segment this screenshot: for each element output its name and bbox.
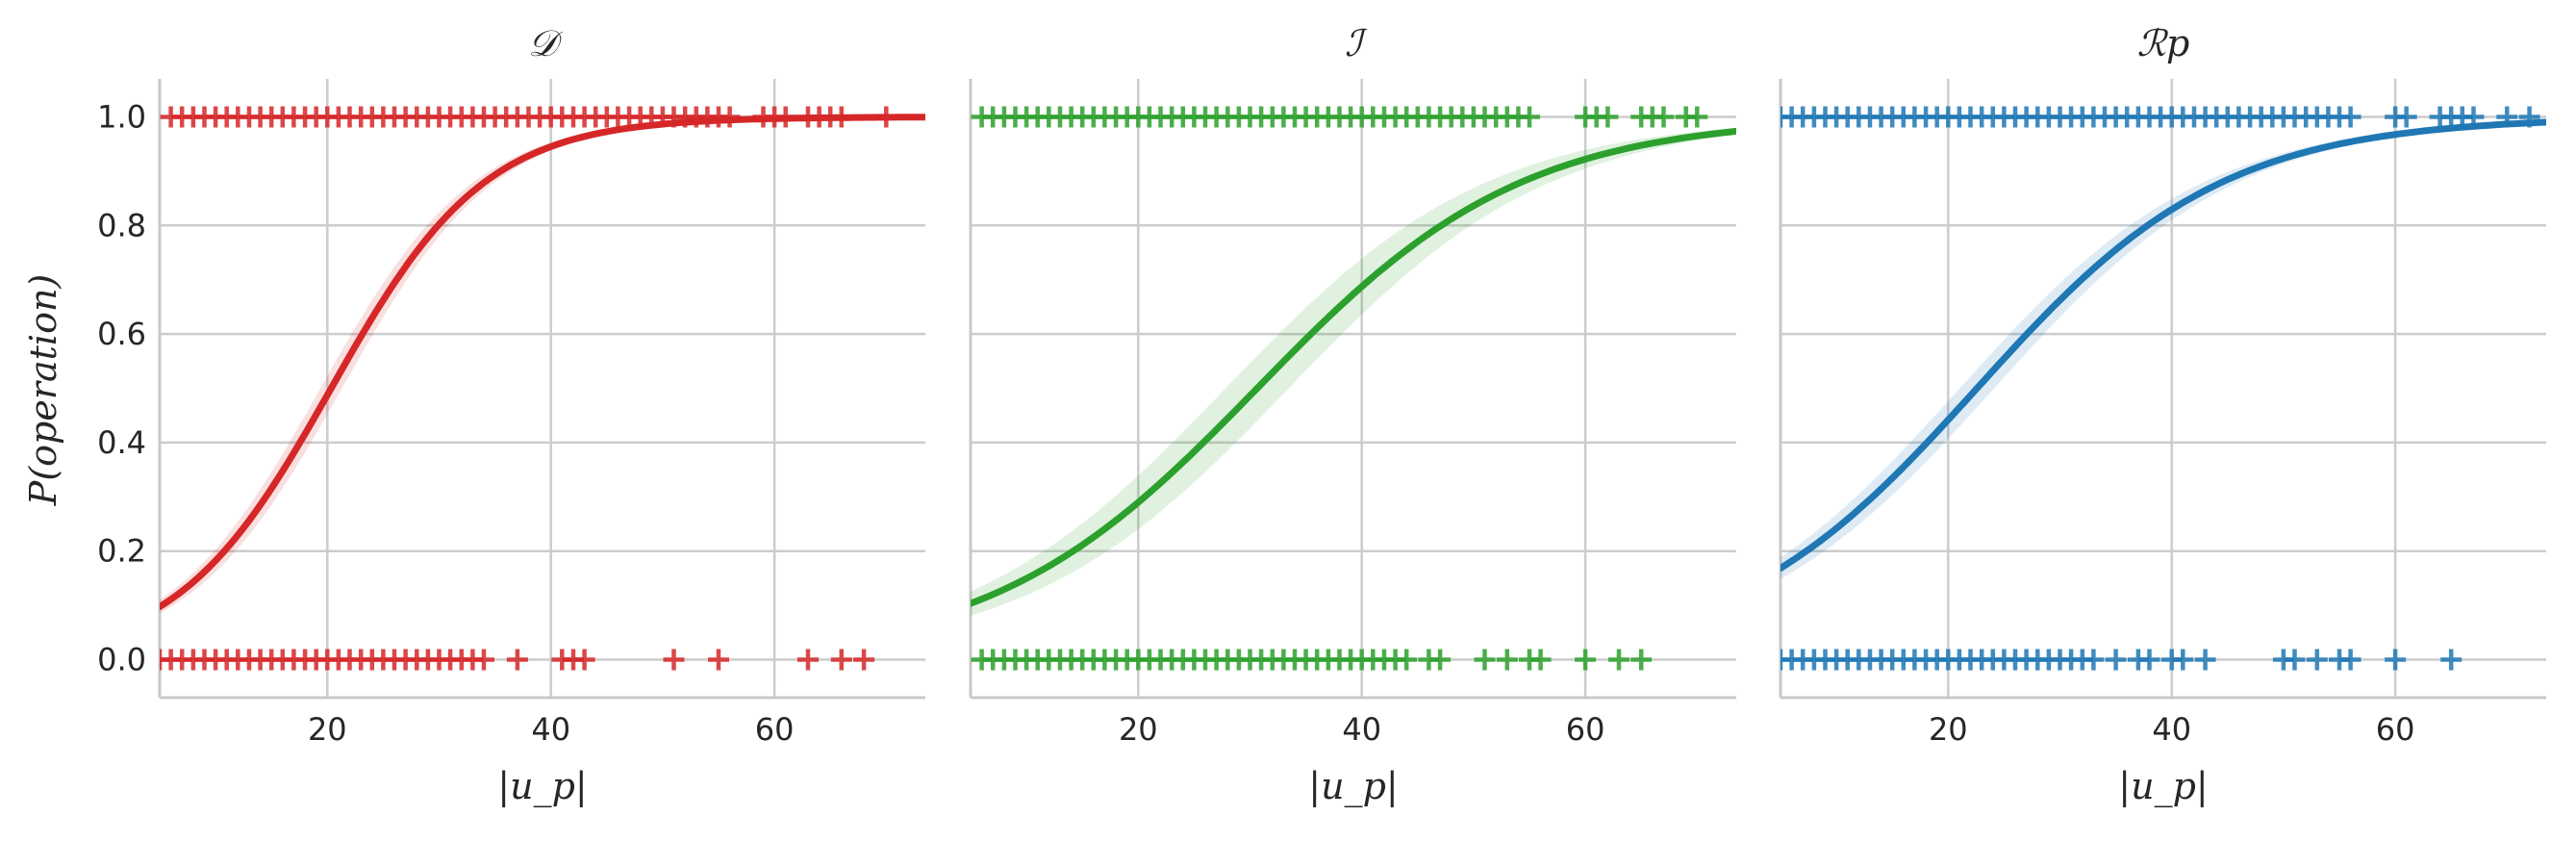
data-point [2339, 649, 2361, 671]
x-tick-label: 20 [308, 711, 347, 748]
data-point [2385, 649, 2407, 671]
data-point [1429, 649, 1452, 671]
data-point [1396, 649, 1418, 671]
data-point [2284, 649, 2306, 671]
confidence-band [160, 116, 925, 614]
data-point [1529, 649, 1552, 671]
x-axis-label: |u_p| [497, 765, 587, 808]
x-axis-label: |u_p| [1308, 765, 1398, 808]
fit-line [160, 114, 925, 610]
fit-line [1780, 118, 2546, 572]
panel-2: 20 40 60 ℐ |u_p| [969, 22, 1736, 808]
data-point [1474, 649, 1496, 671]
y-tick-label: 0.4 [97, 424, 146, 461]
x-tick-label: 40 [1342, 711, 1381, 748]
y-tick-label: 0.8 [97, 207, 146, 243]
panel-1: 20 40 60 0.0 0.2 0.4 0.6 0.8 1.0 𝒟 |u_p| [97, 22, 925, 808]
data-point [473, 649, 494, 671]
data-point [853, 649, 875, 671]
data-point [573, 649, 595, 671]
data-point [1575, 649, 1597, 671]
x-tick-label: 60 [2376, 711, 2415, 748]
data-point [2306, 649, 2328, 671]
data-point [506, 649, 528, 671]
x-tick-label: 20 [1119, 711, 1158, 748]
fit-line [971, 127, 1736, 607]
data-point [1519, 106, 1540, 128]
data-point [2138, 649, 2160, 671]
data-point [2339, 106, 2361, 128]
confidence-band [971, 127, 1736, 616]
data-point [1597, 106, 1619, 128]
data-point [2105, 649, 2127, 671]
x-tick-label: 60 [1566, 711, 1605, 748]
plot-area [1780, 106, 2546, 671]
plot-area [971, 106, 1736, 671]
y-axis-label: P(operation) [22, 274, 64, 507]
data-point [2172, 649, 2194, 671]
panel-title: 𝒟 [528, 22, 564, 64]
data-point [1496, 649, 1518, 671]
x-tick-label: 60 [755, 711, 795, 748]
data-point [2440, 649, 2462, 671]
y-tick-label: 0.0 [97, 642, 146, 678]
panel-3: 20 40 60 ℛp |u_p| [1779, 22, 2546, 808]
plot-area [160, 106, 925, 671]
data-point [797, 649, 819, 671]
data-point [663, 649, 685, 671]
data-point [708, 649, 729, 671]
panel-title: ℛp [2137, 22, 2190, 64]
data-point [1608, 649, 1629, 671]
data-point [1630, 649, 1653, 671]
data-point [2083, 649, 2105, 671]
x-axis-label: |u_p| [2118, 765, 2208, 808]
data-point [1686, 106, 1708, 128]
y-tick-label: 0.2 [97, 533, 146, 570]
data-point [2194, 649, 2216, 671]
data-point [830, 649, 852, 671]
x-tick-label: 40 [2152, 711, 2191, 748]
confidence-band [1780, 121, 2546, 579]
data-point [2395, 106, 2417, 128]
x-tick-label: 20 [1929, 711, 1968, 748]
x-tick-label: 40 [531, 711, 570, 748]
panel-title: ℐ [1345, 22, 1368, 64]
y-tick-label: 0.6 [97, 316, 146, 352]
data-point [1653, 106, 1675, 128]
y-tick-label: 1.0 [97, 98, 146, 135]
